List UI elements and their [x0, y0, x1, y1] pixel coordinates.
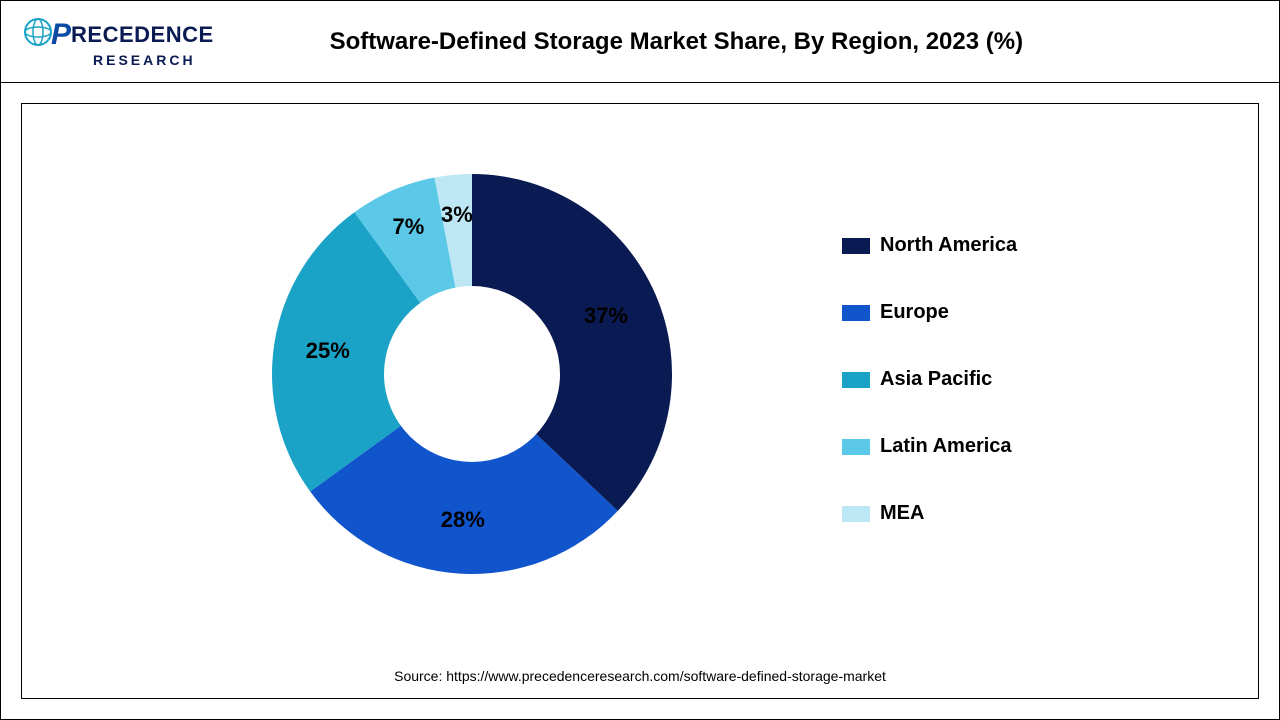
- legend-label: Europe: [880, 301, 949, 324]
- logo-initial: P: [51, 20, 71, 50]
- logo-globe-icon: [21, 15, 55, 54]
- legend-item-north-america: North America: [842, 234, 1017, 257]
- legend-label: North America: [880, 234, 1017, 257]
- legend-item-asia-pacific: Asia Pacific: [842, 368, 1017, 391]
- legend-label: Asia Pacific: [880, 368, 992, 391]
- donut-chart: 37% 28% 25% 7% 3%: [252, 154, 692, 594]
- figure-body: 37% 28% 25% 7% 3% North America Europe Asia Pa…: [1, 83, 1279, 719]
- legend-item-latin-america: Latin America: [842, 435, 1017, 458]
- slice-label-asia-pacific: 25%: [306, 338, 350, 364]
- slice-label-europe: 28%: [441, 507, 485, 533]
- source-caption: Source: https://www.precedenceresearch.c…: [22, 668, 1258, 684]
- header: P RECEDENCE RESEARCH Software-Defined St…: [1, 1, 1279, 83]
- legend-swatch: [842, 439, 870, 455]
- chart-title: Software-Defined Storage Market Share, B…: [254, 28, 1259, 56]
- brand-logo: P RECEDENCE RESEARCH: [21, 15, 214, 68]
- legend-label: MEA: [880, 502, 924, 525]
- legend: North America Europe Asia Pacific Latin Ame…: [842, 234, 1017, 525]
- legend-swatch: [842, 372, 870, 388]
- legend-item-mea: MEA: [842, 502, 1017, 525]
- legend-label: Latin America: [880, 435, 1012, 458]
- legend-item-europe: Europe: [842, 301, 1017, 324]
- slice-label-mea: 3%: [441, 202, 473, 228]
- legend-swatch: [842, 238, 870, 254]
- legend-swatch: [842, 506, 870, 522]
- slice-label-latin-america: 7%: [393, 214, 425, 240]
- chart-panel: 37% 28% 25% 7% 3% North America Europe Asia Pa…: [21, 103, 1259, 699]
- legend-swatch: [842, 305, 870, 321]
- logo-line1: P RECEDENCE: [21, 15, 214, 54]
- slice-label-north-america: 37%: [584, 303, 628, 329]
- figure-frame: P RECEDENCE RESEARCH Software-Defined St…: [0, 0, 1280, 720]
- logo-word2: RESEARCH: [93, 52, 196, 68]
- logo-word1: RECEDENCE: [71, 24, 214, 46]
